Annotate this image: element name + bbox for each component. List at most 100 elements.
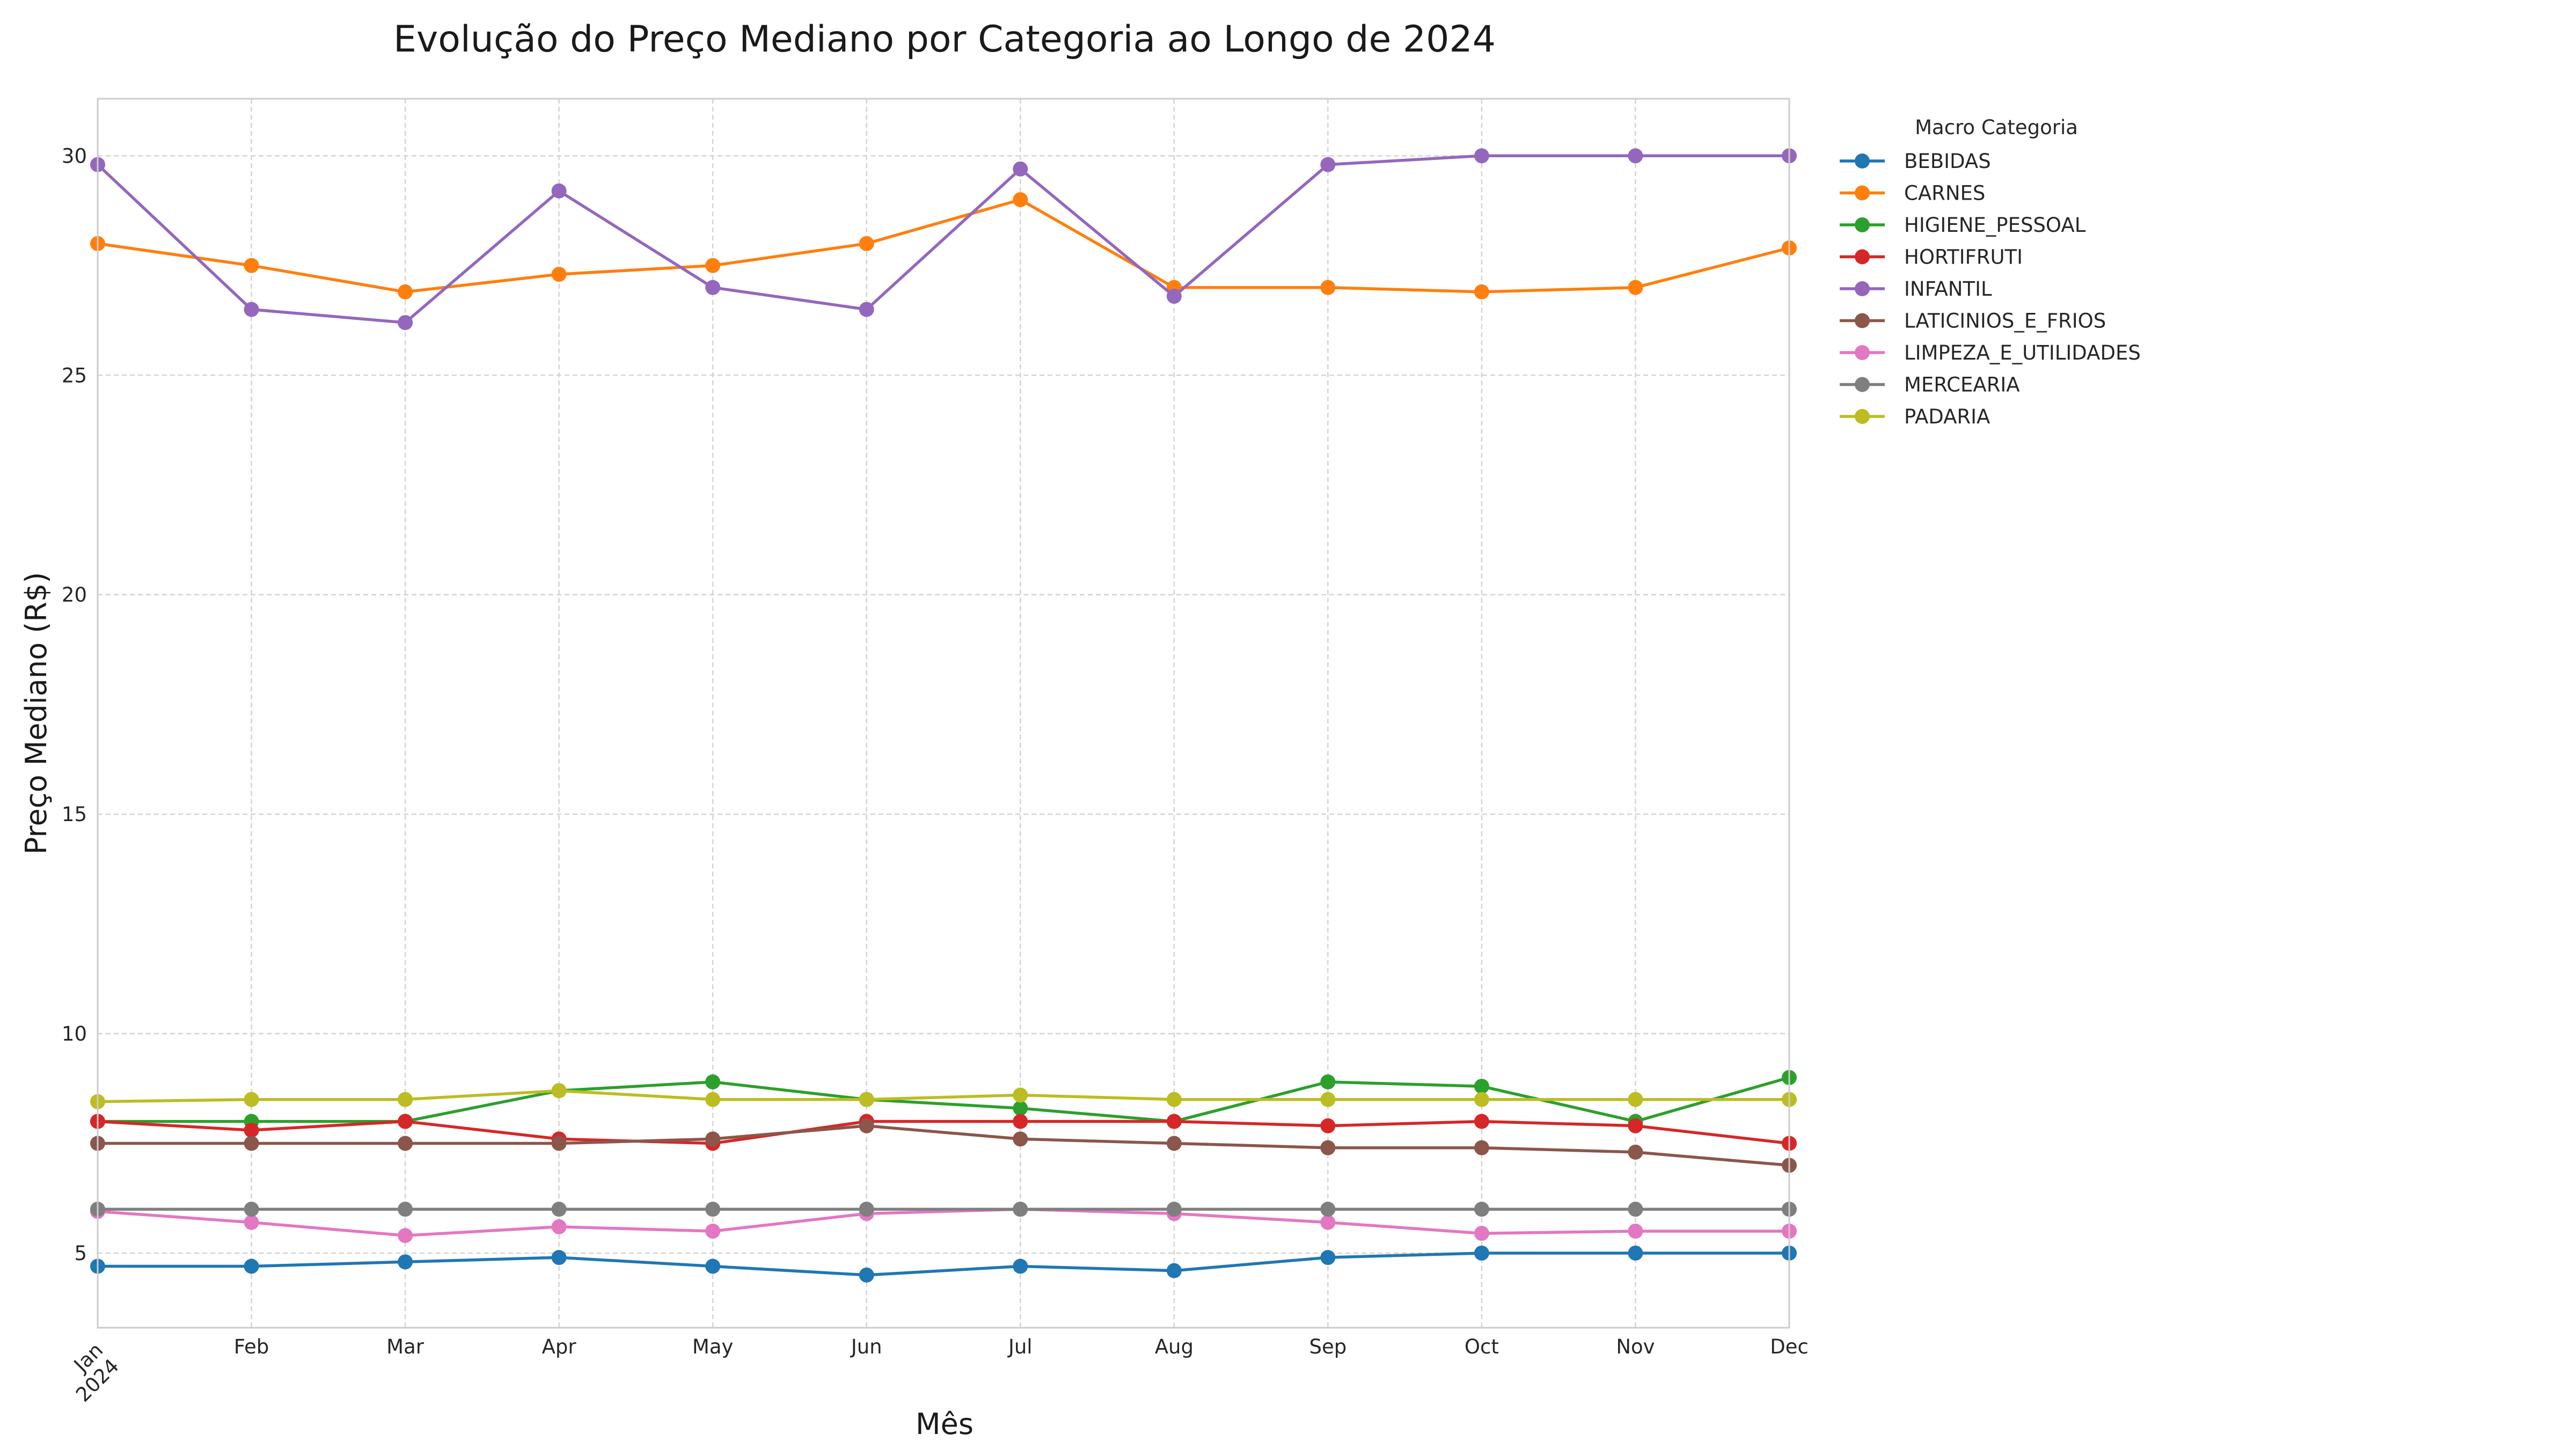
data-point xyxy=(1474,148,1489,164)
legend-label: BEBIDAS xyxy=(1904,150,1991,173)
x-tick-label: Feb xyxy=(234,1335,269,1358)
x-tick-label: Sep xyxy=(1309,1335,1346,1358)
data-point xyxy=(1628,1092,1643,1107)
data-point xyxy=(859,1267,874,1283)
series-laticinios-e-frios xyxy=(90,1118,1797,1173)
data-point xyxy=(244,1136,259,1151)
data-point xyxy=(1628,148,1643,164)
series-line xyxy=(97,1089,1789,1103)
legend-title: Macro Categoria xyxy=(1915,116,2078,139)
data-point xyxy=(1166,1114,1182,1129)
data-point xyxy=(1320,1202,1336,1217)
legend-item: LIMPEZA_E_UTILIDADES xyxy=(1840,341,2141,364)
data-point xyxy=(1320,1118,1336,1133)
legend-marker xyxy=(1855,249,1870,265)
data-point xyxy=(1474,284,1489,299)
data-point xyxy=(244,1122,259,1138)
legend-label: HIGIENE_PESSOAL xyxy=(1904,214,2086,237)
legend-item: BEBIDAS xyxy=(1840,150,1991,173)
y-tick-label: 5 xyxy=(74,1242,87,1265)
data-point xyxy=(551,1250,567,1265)
legend-marker xyxy=(1855,377,1870,392)
data-point xyxy=(1320,1214,1336,1230)
data-point xyxy=(1013,1087,1028,1103)
data-point xyxy=(1320,1074,1336,1089)
data-point xyxy=(1013,192,1028,208)
y-tick-label: 15 xyxy=(62,803,87,826)
x-tick-label: Aug xyxy=(1155,1335,1194,1358)
series-infantil xyxy=(90,148,1797,331)
data-point xyxy=(1474,1140,1489,1155)
series-line xyxy=(98,1252,1789,1277)
y-axis-label: Preço Mediano (R$) xyxy=(19,572,53,854)
series-padaria xyxy=(90,1083,1797,1109)
data-point xyxy=(859,302,874,317)
legend-item: MERCEARIA xyxy=(1840,374,2020,397)
axes: Jan2024 Feb Mar Apr May Jun Jul Aug Sep Oct Nov Dec… xyxy=(55,144,1809,1407)
series-line xyxy=(97,198,1790,294)
x-tick-label: Nov xyxy=(1616,1335,1655,1358)
data-point xyxy=(1013,1258,1028,1274)
data-point xyxy=(705,1224,721,1239)
legend-marker xyxy=(1855,217,1870,232)
data-point xyxy=(705,1258,721,1274)
data-point xyxy=(244,1092,259,1107)
series-line xyxy=(97,1119,1790,1145)
data-point xyxy=(705,1074,721,1089)
data-point xyxy=(1013,161,1028,177)
series-hortifruti xyxy=(90,1114,1797,1151)
y-tick-label: 20 xyxy=(62,583,87,606)
x-axis-label: Mês xyxy=(916,1407,974,1441)
data-point xyxy=(1320,1092,1336,1107)
legend-marker xyxy=(1855,153,1870,169)
data-point xyxy=(1013,1131,1028,1147)
x-tick-label: Jan2024 xyxy=(55,1338,123,1407)
series-bebidas xyxy=(90,1245,1797,1283)
legend: Macro Categoria BEBIDAS CARNES HIGIENE_PES… xyxy=(1840,116,2141,428)
data-point xyxy=(1166,1263,1182,1278)
legend-label: CARNES xyxy=(1904,182,1985,205)
plot-frame xyxy=(97,98,1790,1329)
legend-marker xyxy=(1855,409,1870,424)
data-point xyxy=(859,1092,874,1107)
data-point xyxy=(551,183,567,199)
y-tick-label: 10 xyxy=(62,1022,87,1045)
data-point xyxy=(1013,1101,1028,1116)
data-point xyxy=(1474,1202,1489,1217)
data-point xyxy=(1474,1114,1489,1129)
series-carnes xyxy=(90,192,1797,299)
legend-label: LATICINIOS_E_FRIOS xyxy=(1904,310,2106,333)
data-point xyxy=(705,258,721,273)
series-line xyxy=(98,1124,1790,1167)
data-point xyxy=(1320,280,1336,295)
legend-label: MERCEARIA xyxy=(1904,374,2020,397)
data-point xyxy=(398,315,413,331)
data-point xyxy=(551,1136,567,1151)
x-tick-label: Oct xyxy=(1465,1335,1499,1358)
data-point xyxy=(398,1114,413,1129)
data-point xyxy=(1628,1202,1643,1217)
data-point xyxy=(1628,1118,1643,1133)
legend-label: PADARIA xyxy=(1904,405,1990,428)
legend-item: INFANTIL xyxy=(1840,277,1992,301)
data-point xyxy=(1166,1202,1182,1217)
data-point xyxy=(859,236,874,251)
x-tick-label: Dec xyxy=(1770,1335,1809,1358)
data-point xyxy=(1320,1250,1336,1265)
data-point xyxy=(1628,1144,1643,1160)
legend-marker xyxy=(1855,313,1870,328)
data-point xyxy=(244,1214,259,1230)
data-point xyxy=(398,1202,413,1217)
x-tick-label: May xyxy=(692,1335,734,1358)
data-point xyxy=(244,1258,259,1274)
series-lines xyxy=(90,148,1797,1283)
data-point xyxy=(1013,1114,1028,1129)
data-point xyxy=(1013,1202,1028,1217)
legend-marker xyxy=(1855,185,1870,201)
legend-item: HORTIFRUTI xyxy=(1840,246,2023,269)
data-point xyxy=(398,1092,413,1107)
x-tick-label: Apr xyxy=(542,1335,577,1358)
data-point xyxy=(705,280,721,295)
